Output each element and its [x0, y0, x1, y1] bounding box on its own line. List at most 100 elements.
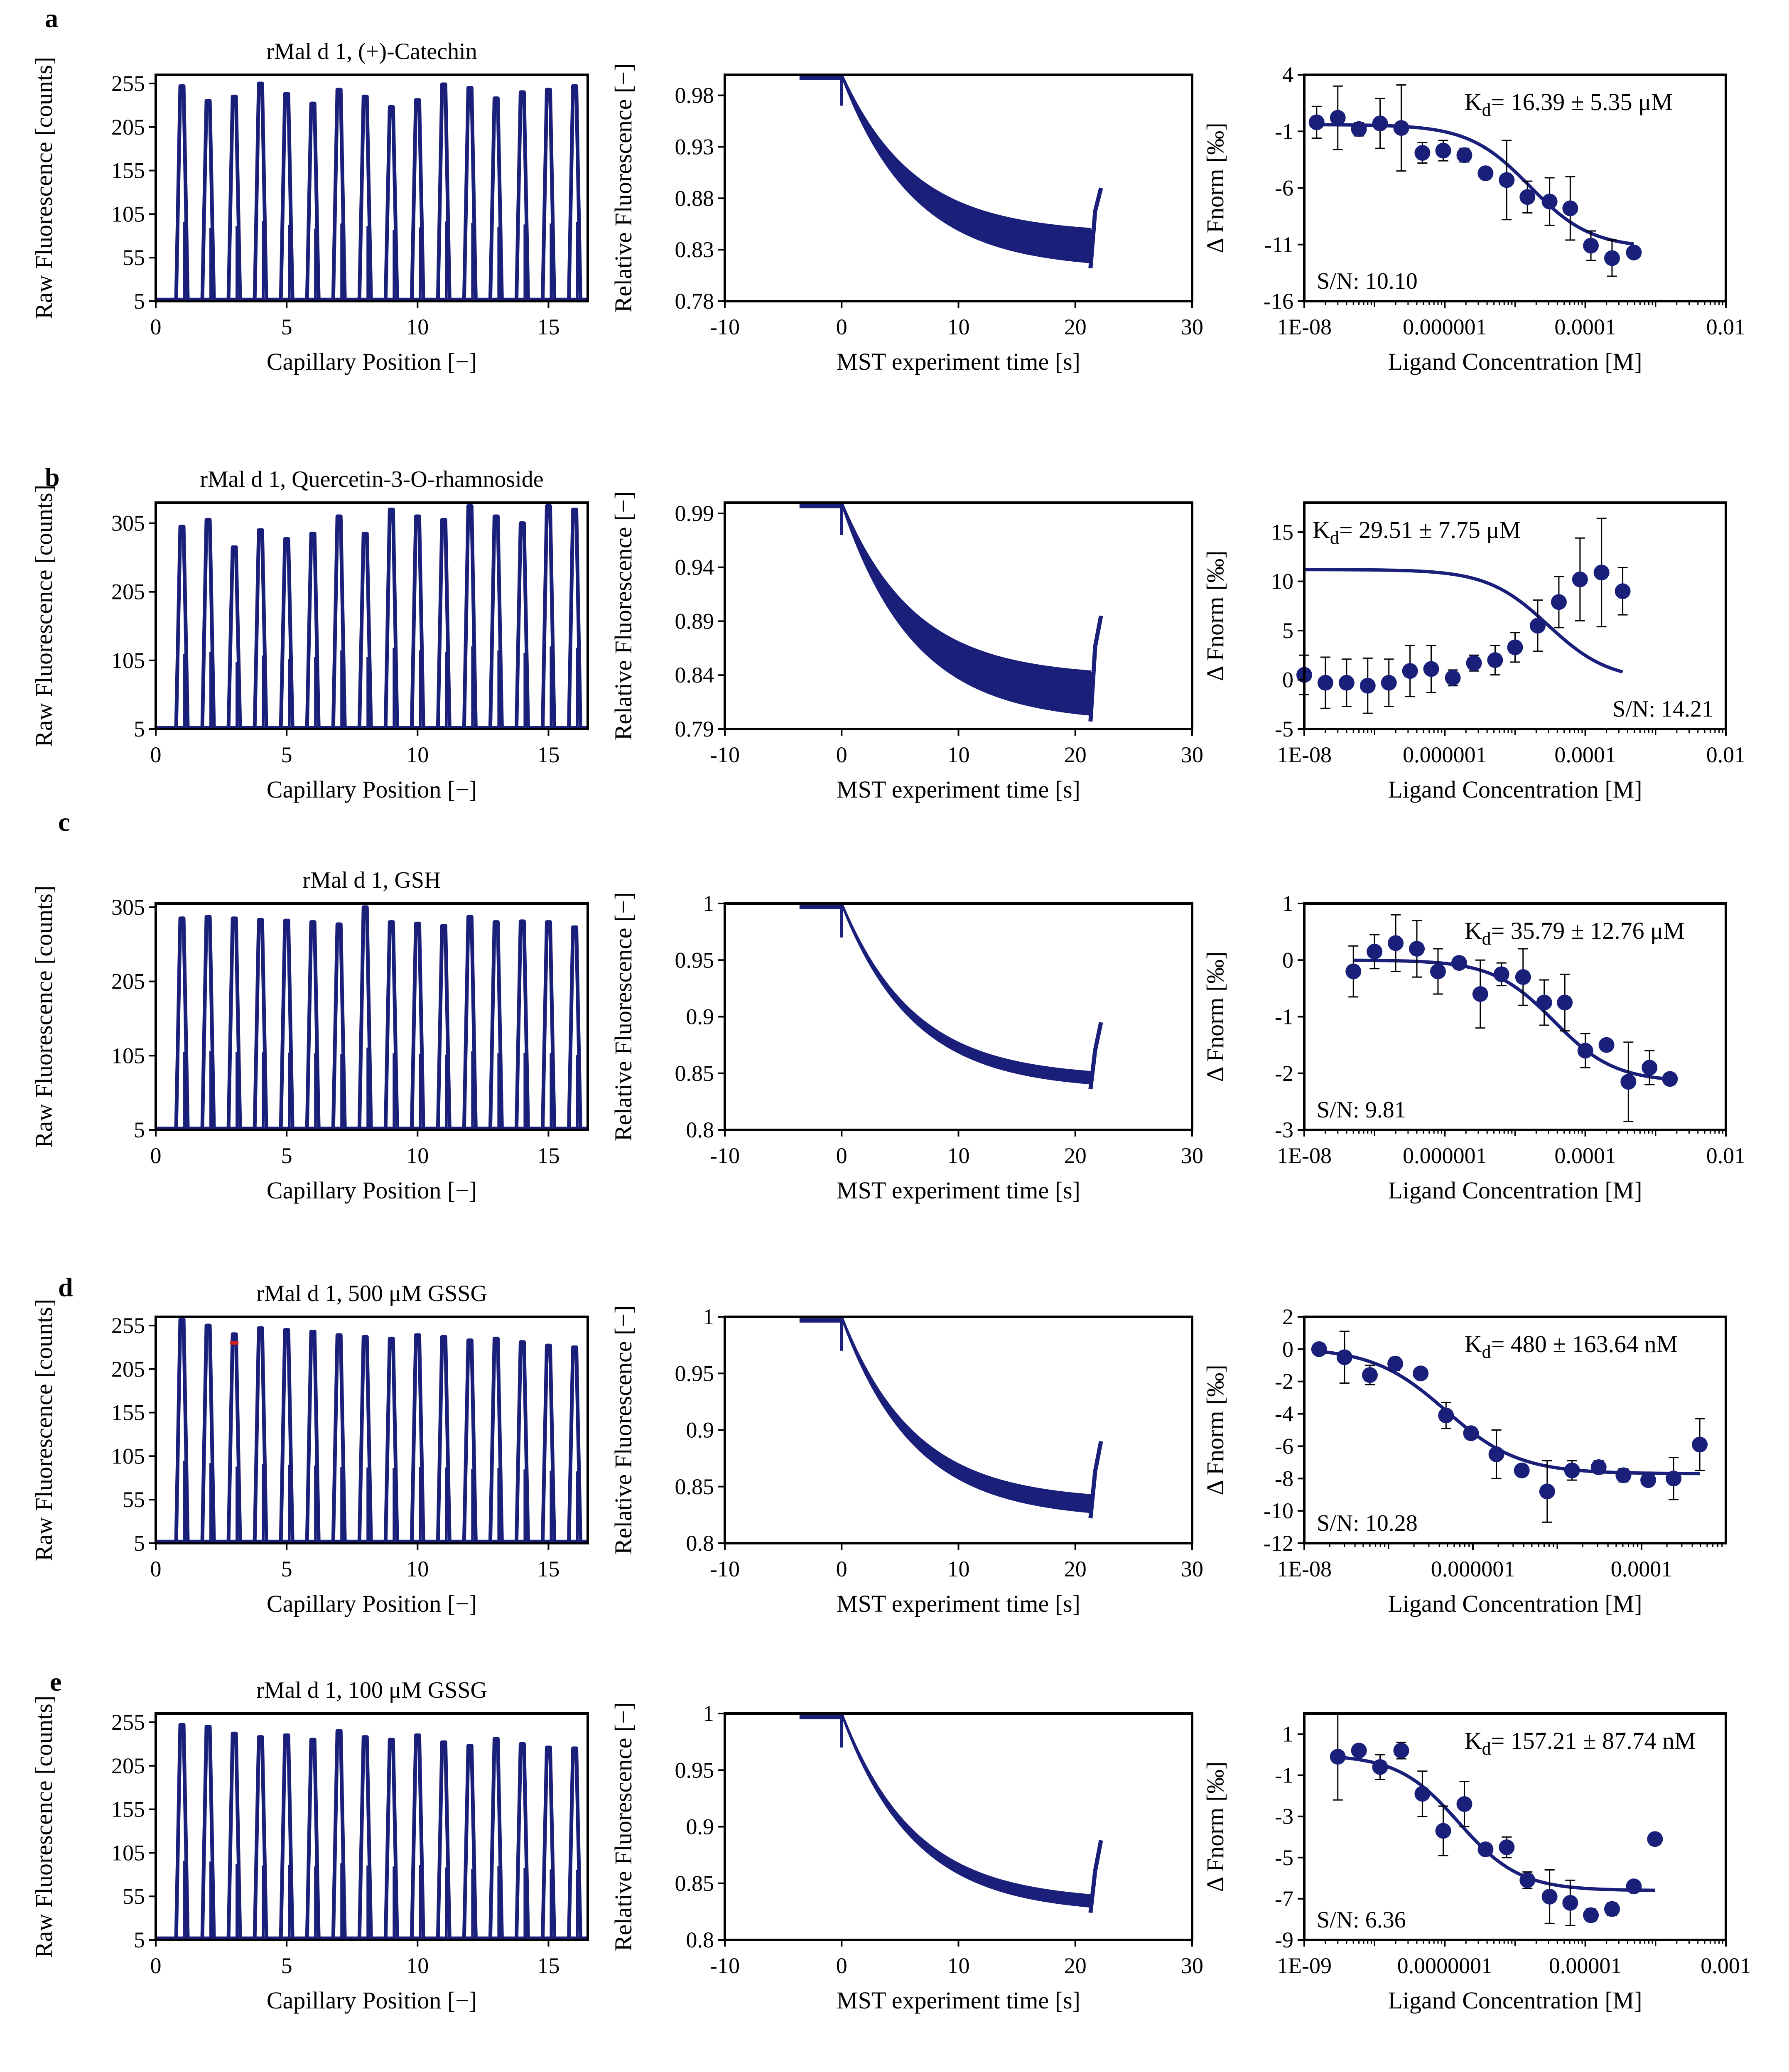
capillary-peak [514, 1340, 530, 1542]
y-axis-label: Relative Fluorescence [−] [610, 892, 637, 1142]
capillary-peak [253, 1735, 268, 1938]
x-tick-label: 30 [1181, 1143, 1203, 1168]
data-point [1539, 1483, 1555, 1500]
panel-title: rMal d 1, (+)-Catechin [266, 39, 477, 64]
x-tick-label: 0.0000001 [1397, 1953, 1493, 1978]
capillary-peak [200, 1323, 216, 1542]
y-tick-label: 105 [111, 1444, 145, 1468]
panel-letter: b [45, 462, 60, 492]
capillary-peak [462, 915, 478, 1129]
data-point [1438, 1407, 1454, 1424]
x-axis-label: MST experiment time [s] [837, 348, 1080, 375]
y-tick-label: -1 [1275, 119, 1293, 144]
x-tick-label: 30 [1181, 742, 1203, 767]
data-point [1393, 1743, 1409, 1759]
capillary-peak [436, 924, 452, 1129]
capillary-peak [305, 1330, 321, 1542]
capillary-peak [279, 92, 294, 300]
capillary-peak [567, 925, 582, 1129]
data-point [1604, 250, 1620, 266]
plot-frame [155, 74, 589, 302]
x-tick-label: 0.000001 [1403, 314, 1487, 339]
data-point [1351, 1743, 1367, 1759]
capillary-peak [383, 1738, 399, 1938]
x-tick-label: 0.000001 [1403, 742, 1487, 767]
x-tick-label: 30 [1181, 1556, 1203, 1581]
capillary-peak [357, 94, 373, 300]
y-tick-label: -6 [1275, 176, 1293, 201]
data-point [1463, 1425, 1479, 1441]
panel-title: rMal d 1, Quercetin-3-O-rhamnoside [200, 466, 543, 492]
x-tick-label: -10 [710, 1556, 740, 1581]
x-axis-label: MST experiment time [s] [837, 776, 1080, 803]
mst-trace-band [799, 903, 1093, 1085]
x-tick-label: 10 [406, 742, 429, 767]
data-point [1583, 238, 1599, 254]
capillary-peak [410, 514, 425, 728]
plot-area [156, 81, 588, 301]
data-point [1615, 583, 1631, 599]
x-axis-label: Capillary Position [−] [267, 1590, 477, 1617]
capillary-peak [174, 84, 190, 300]
x-tick-label: 10 [947, 314, 970, 339]
plot-area [799, 1317, 1103, 1519]
x-tick-label: 30 [1181, 314, 1203, 339]
kd-annotation: Kd= 157.21 ± 87.74 nM [1465, 1727, 1696, 1759]
data-point [1351, 121, 1367, 137]
y-tick-label: 5 [1282, 618, 1293, 643]
capillary-peak [514, 919, 530, 1129]
panel-title: rMal d 1, 500 μM GSSG [256, 1281, 487, 1306]
capillary-peak [488, 920, 504, 1129]
x-tick-label: 20 [1064, 1556, 1087, 1581]
y-axis-label: Raw Fluorescence [counts] [30, 1299, 57, 1561]
x-tick-label: 0.01 [1706, 742, 1746, 767]
data-point [1604, 1901, 1620, 1917]
plot-frame [724, 74, 1193, 302]
data-point [1402, 663, 1418, 679]
capillary-peak [200, 1724, 216, 1938]
capillary-peak [540, 88, 556, 300]
x-axis-label: Capillary Position [−] [267, 348, 477, 375]
y-tick-label: 205 [111, 579, 145, 604]
y-tick-label: 305 [111, 511, 145, 536]
panel-3-1: -10 0 10 20 30 0.8 0.85 0.9 0.95 1 MST experiment … [610, 1304, 1203, 1617]
capillary-peak [174, 916, 190, 1129]
x-tick-label: 15 [537, 1953, 560, 1978]
capillary-peak [305, 1738, 321, 1938]
data-point [1562, 200, 1578, 216]
data-point [1435, 142, 1451, 159]
y-axis-label: Δ Fnorm [‰] [1202, 1365, 1229, 1495]
y-tick-label: 5 [134, 1117, 145, 1142]
capillary-peak [540, 504, 556, 728]
data-point [1488, 1446, 1504, 1462]
capillary-peak [279, 537, 294, 728]
data-point [1615, 1467, 1632, 1483]
data-point [1620, 1074, 1637, 1090]
y-axis-label: Δ Fnorm [‰] [1202, 550, 1229, 681]
data-point [1466, 655, 1482, 671]
plot-area [1304, 568, 1623, 674]
panel-3-2: Kd= 480 ± 163.64 nM S/N: 10.28 1E-08 0.0000… [1202, 1304, 1727, 1617]
x-tick-label: 1E-08 [1277, 314, 1332, 339]
capillary-peak [436, 1335, 452, 1542]
capillary-peak [436, 518, 452, 728]
data-point [1541, 1888, 1558, 1905]
capillary-peak [200, 99, 216, 300]
capillary-peak [462, 504, 478, 728]
y-tick-label: 0.8 [686, 1531, 714, 1556]
capillary-peak [279, 1733, 294, 1938]
x-tick-label: 15 [537, 742, 560, 767]
data-point [1409, 941, 1425, 957]
capillary-peak [226, 545, 242, 728]
y-axis-label: Δ Fnorm [‰] [1202, 1761, 1229, 1892]
panel-letter: c [58, 807, 70, 837]
x-tick-label: 10 [947, 742, 970, 767]
x-axis-label: MST experiment time [s] [837, 1590, 1080, 1617]
capillary-peak [305, 531, 321, 728]
y-tick-label: 1 [1282, 891, 1293, 916]
capillary-peak [226, 1731, 242, 1938]
capillary-peak [174, 1317, 190, 1542]
y-tick-label: 5 [134, 1531, 145, 1556]
data-point [1338, 675, 1355, 691]
y-tick-label: 0.78 [675, 289, 714, 314]
